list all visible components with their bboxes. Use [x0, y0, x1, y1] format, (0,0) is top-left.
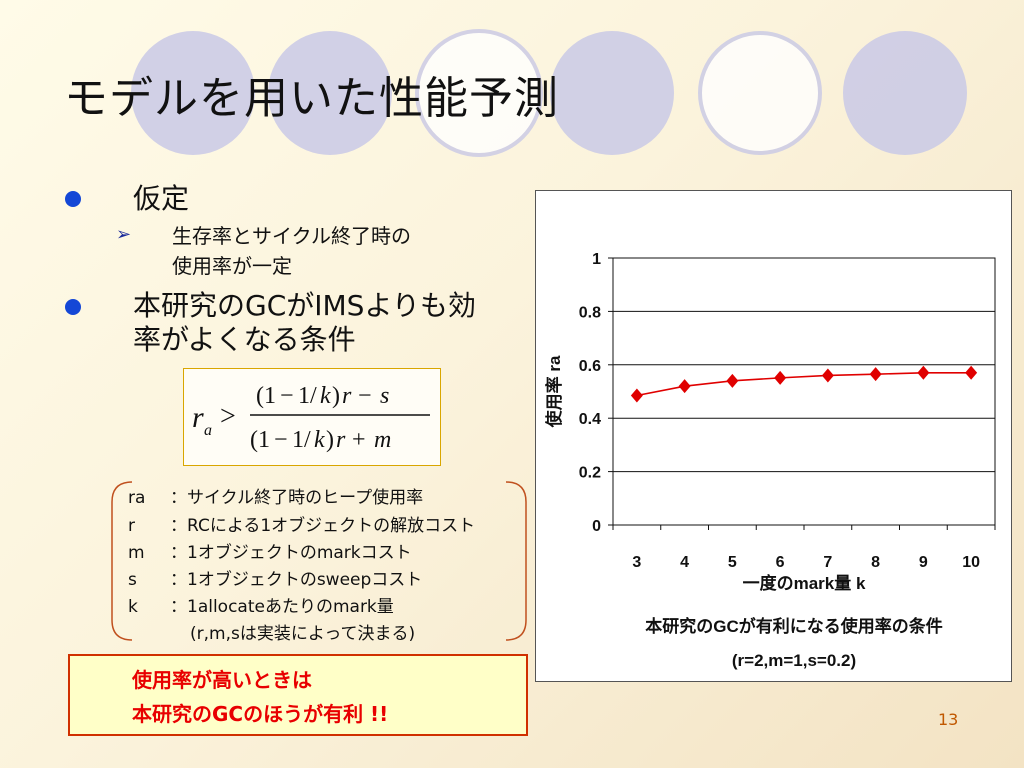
- data-point-diamond: [774, 370, 787, 385]
- slide-title: モデルを用いた性能予測: [64, 73, 559, 124]
- svg-text:−: −: [274, 427, 288, 453]
- inequality-formula: r a > (1 − 1/ k ) r − s (1 − 1/ k ) r + …: [192, 383, 430, 453]
- definition-m: m ：1オブジェクトのmarkコスト: [128, 538, 412, 563]
- definition-symbol: m: [128, 543, 145, 563]
- svg-text:+: +: [352, 427, 366, 453]
- svg-text:m: m: [374, 427, 391, 453]
- x-tick-label: 6: [776, 554, 785, 571]
- svg-text:−: −: [280, 383, 294, 409]
- chart-caption-line-2: (r=2,m=1,s=0.2): [732, 651, 856, 670]
- definition-text: ：1オブジェクトのsweepコスト: [170, 570, 423, 590]
- conclusion-box: 使用率が高いときは 本研究のGCのほうが有利 !!: [68, 654, 528, 736]
- svg-text:r: r: [336, 427, 346, 453]
- definition-text: ：1allocateあたりのmark量: [170, 597, 394, 617]
- bullet-condition-line-2: 率がよくなる条件: [133, 323, 356, 356]
- y-tick-label: 0.2: [579, 465, 601, 482]
- y-tick-label: 0: [592, 518, 601, 535]
- x-tick-label: 8: [871, 554, 880, 571]
- x-axis-label: 一度のmark量 k: [743, 573, 866, 593]
- y-tick-label: 1: [592, 251, 601, 268]
- data-point-diamond: [965, 365, 978, 380]
- svg-text:r: r: [342, 383, 352, 409]
- definition-text: ：RCによる1オブジェクトの解放コスト: [170, 516, 476, 536]
- svg-text:k: k: [314, 427, 325, 453]
- data-point-diamond: [869, 367, 882, 382]
- y-tick-label: 0.4: [579, 411, 601, 428]
- arrow-bullet-icon: ➢: [116, 224, 132, 245]
- sub-bullet-line-1: 生存率とサイクル終了時の: [172, 224, 411, 248]
- definition-k: k ：1allocateあたりのmark量: [128, 592, 394, 617]
- formula-box: r a > (1 − 1/ k ) r − s (1 − 1/ k ) r + …: [183, 368, 441, 466]
- y-tick-label: 0.6: [579, 358, 601, 375]
- conclusion-line-1: 使用率が高いときは: [132, 668, 312, 692]
- data-point-diamond: [917, 365, 930, 380]
- x-tick-label: 10: [962, 554, 980, 571]
- sub-bullet-line-2: 使用率が一定: [172, 254, 292, 278]
- y-axis-label: 使用率 ra: [544, 355, 564, 428]
- svg-text:−: −: [358, 383, 372, 409]
- y-axis-ticks: 0 0.2 0.4 0.6 0.8 1: [579, 251, 613, 535]
- x-tick-label: 7: [823, 554, 832, 571]
- svg-text:>: >: [220, 401, 236, 432]
- x-tick-label: 3: [632, 554, 641, 571]
- x-tick-label: 4: [680, 554, 689, 571]
- x-tick-label: 9: [919, 554, 928, 571]
- svg-text:r: r: [192, 401, 204, 434]
- data-point-diamond: [821, 368, 834, 383]
- series-line: [636, 372, 972, 397]
- bullet-assumption: 仮定: [133, 182, 190, 215]
- definition-ra: ra ：サイクル終了時のヒープ使用率: [128, 483, 423, 508]
- usage-rate-chart: 0 0.2 0.4 0.6 0.8 1 3 4 5 6 7 8 9 10 使用率 ra 一度のmark量…: [544, 251, 996, 670]
- svg-text:a: a: [204, 422, 212, 439]
- svg-text:): ): [332, 383, 340, 409]
- definition-text: ：サイクル終了時のヒープ使用率: [170, 488, 424, 508]
- svg-text:): ): [326, 427, 334, 453]
- chart-caption-line-1: 本研究のGCが有利になる使用率の条件: [645, 616, 943, 636]
- svg-text:s: s: [380, 383, 389, 409]
- x-tick-label: 5: [728, 554, 737, 571]
- definition-symbol: r: [128, 516, 135, 536]
- decorative-circles: [131, 29, 967, 157]
- bullet-dot-icon: [65, 299, 81, 315]
- svg-text:1/: 1/: [298, 383, 317, 409]
- plot-area: [612, 257, 996, 526]
- page-number: 13: [938, 710, 959, 729]
- svg-text:(1: (1: [250, 427, 270, 453]
- variable-definitions: ra ：サイクル終了時のヒープ使用率 r ：RCによる1オブジェクトの解放コスト m…: [110, 480, 528, 644]
- definitions-brackets: [111, 481, 527, 641]
- data-markers: [630, 365, 978, 403]
- chart-panel: 0 0.2 0.4 0.6 0.8 1 3 4 5 6 7 8 9 10 使用率 ra 一度のmark量…: [535, 190, 1012, 682]
- svg-text:k: k: [320, 383, 331, 409]
- conclusion-line-2: 本研究のGCのほうが有利 !!: [132, 702, 389, 726]
- definition-symbol: s: [128, 570, 137, 590]
- definition-symbol: ra: [128, 488, 146, 508]
- definition-s: s ：1オブジェクトのsweepコスト: [128, 565, 422, 590]
- data-point-diamond: [678, 379, 691, 394]
- grid-lines: [613, 257, 995, 526]
- data-point-diamond: [726, 373, 739, 388]
- x-axis-ticks: 3 4 5 6 7 8 9 10: [612, 525, 996, 571]
- data-point-diamond: [630, 388, 643, 403]
- y-tick-label: 0.8: [579, 304, 601, 321]
- definition-r: r ：RCによる1オブジェクトの解放コスト: [128, 511, 475, 536]
- svg-text:1/: 1/: [292, 427, 311, 453]
- bullet-dot-icon: [65, 191, 81, 207]
- svg-text:(1: (1: [256, 383, 276, 409]
- definition-text: ：1オブジェクトのmarkコスト: [170, 543, 412, 563]
- definition-symbol: k: [128, 597, 138, 617]
- definitions-note: (r,m,sは実装によって決まる): [190, 624, 416, 644]
- bullet-condition-line-1: 本研究のGCがIMSよりも効: [133, 289, 476, 322]
